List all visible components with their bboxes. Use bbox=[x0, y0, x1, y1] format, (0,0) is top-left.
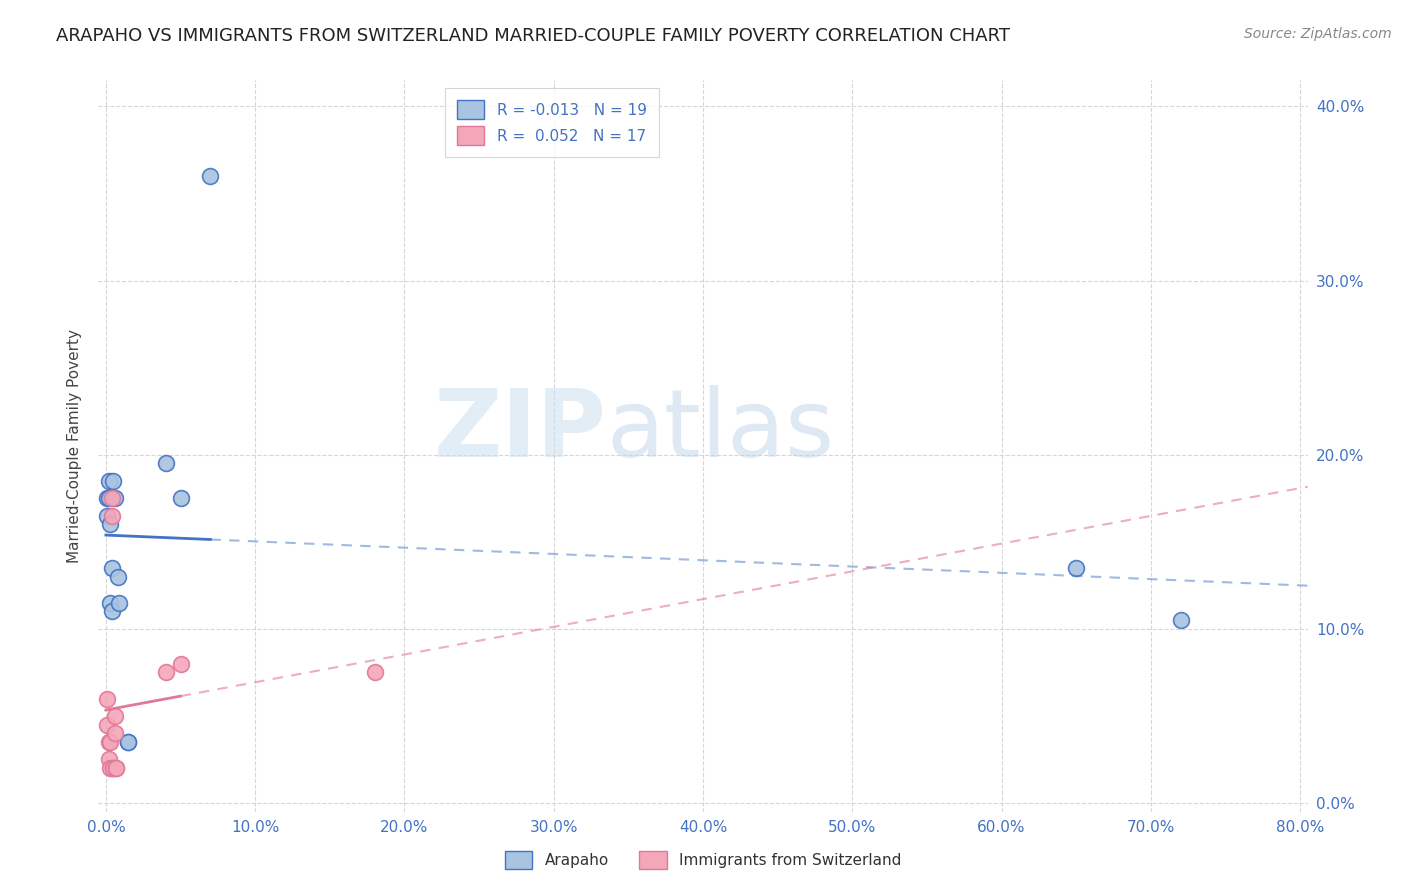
Point bbox=[98, 735, 121, 749]
Point bbox=[108, 596, 131, 610]
Point bbox=[98, 761, 121, 775]
Text: Source: ZipAtlas.com: Source: ZipAtlas.com bbox=[1244, 27, 1392, 41]
Point bbox=[101, 491, 124, 506]
Point bbox=[103, 761, 125, 775]
Point bbox=[117, 735, 139, 749]
Point bbox=[103, 761, 125, 775]
Point bbox=[107, 569, 129, 583]
Legend: Arapaho, Immigrants from Switzerland: Arapaho, Immigrants from Switzerland bbox=[499, 845, 907, 875]
Point bbox=[169, 657, 191, 671]
Text: atlas: atlas bbox=[606, 385, 835, 477]
Point bbox=[98, 517, 121, 532]
Point bbox=[103, 474, 125, 488]
Point bbox=[96, 508, 118, 523]
Point bbox=[96, 491, 118, 506]
Point bbox=[101, 561, 124, 575]
Point bbox=[169, 491, 191, 506]
Point bbox=[98, 596, 121, 610]
Y-axis label: Married-Couple Family Poverty: Married-Couple Family Poverty bbox=[67, 329, 83, 563]
Point bbox=[1170, 613, 1192, 627]
Point bbox=[155, 665, 177, 680]
Point bbox=[104, 491, 127, 506]
Point bbox=[97, 752, 120, 766]
Point bbox=[97, 735, 120, 749]
Point bbox=[105, 761, 128, 775]
Point bbox=[117, 735, 139, 749]
Point bbox=[97, 491, 120, 506]
Point bbox=[104, 709, 127, 723]
Point bbox=[1064, 561, 1087, 575]
Point bbox=[363, 665, 385, 680]
Point bbox=[96, 717, 118, 731]
Point bbox=[96, 691, 118, 706]
Point bbox=[155, 457, 177, 471]
Text: ARAPAHO VS IMMIGRANTS FROM SWITZERLAND MARRIED-COUPLE FAMILY POVERTY CORRELATION: ARAPAHO VS IMMIGRANTS FROM SWITZERLAND M… bbox=[56, 27, 1011, 45]
Point bbox=[97, 474, 120, 488]
Point bbox=[200, 169, 222, 183]
Point bbox=[101, 508, 124, 523]
Point bbox=[101, 604, 124, 618]
Point bbox=[104, 726, 127, 740]
Legend: R = -0.013   N = 19, R =  0.052   N = 17: R = -0.013 N = 19, R = 0.052 N = 17 bbox=[444, 88, 659, 157]
Text: ZIP: ZIP bbox=[433, 385, 606, 477]
Point bbox=[105, 761, 128, 775]
